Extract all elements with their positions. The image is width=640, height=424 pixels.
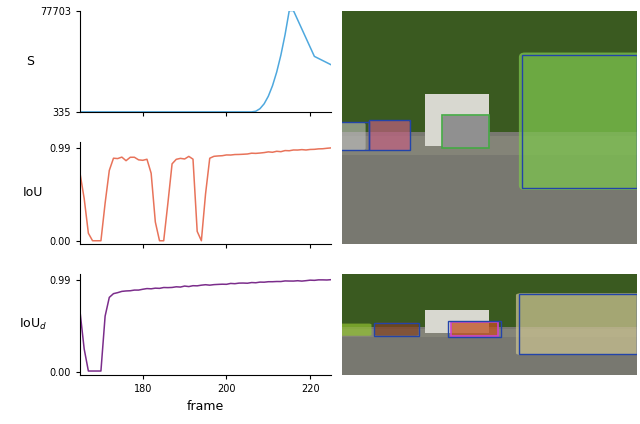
FancyBboxPatch shape xyxy=(424,310,490,333)
FancyBboxPatch shape xyxy=(424,95,490,146)
FancyBboxPatch shape xyxy=(342,137,637,155)
Y-axis label: IoU$_d$: IoU$_d$ xyxy=(19,317,47,332)
Bar xyxy=(442,115,490,148)
Bar xyxy=(522,55,637,188)
FancyBboxPatch shape xyxy=(369,120,410,151)
FancyBboxPatch shape xyxy=(451,321,499,336)
FancyBboxPatch shape xyxy=(442,115,490,148)
FancyBboxPatch shape xyxy=(342,326,637,375)
Bar xyxy=(448,321,501,337)
Bar xyxy=(374,323,419,336)
FancyBboxPatch shape xyxy=(333,123,365,151)
FancyBboxPatch shape xyxy=(339,324,371,336)
Bar xyxy=(369,120,410,151)
Bar xyxy=(519,294,637,354)
FancyBboxPatch shape xyxy=(342,274,637,329)
FancyBboxPatch shape xyxy=(519,53,640,190)
FancyBboxPatch shape xyxy=(342,329,637,337)
Y-axis label: S: S xyxy=(26,55,35,68)
FancyBboxPatch shape xyxy=(374,323,419,336)
Y-axis label: IoU: IoU xyxy=(23,187,43,199)
FancyBboxPatch shape xyxy=(342,11,637,139)
Bar xyxy=(451,321,499,336)
FancyBboxPatch shape xyxy=(342,132,637,243)
X-axis label: frame: frame xyxy=(187,400,224,413)
Bar xyxy=(339,123,369,151)
FancyBboxPatch shape xyxy=(516,293,640,355)
